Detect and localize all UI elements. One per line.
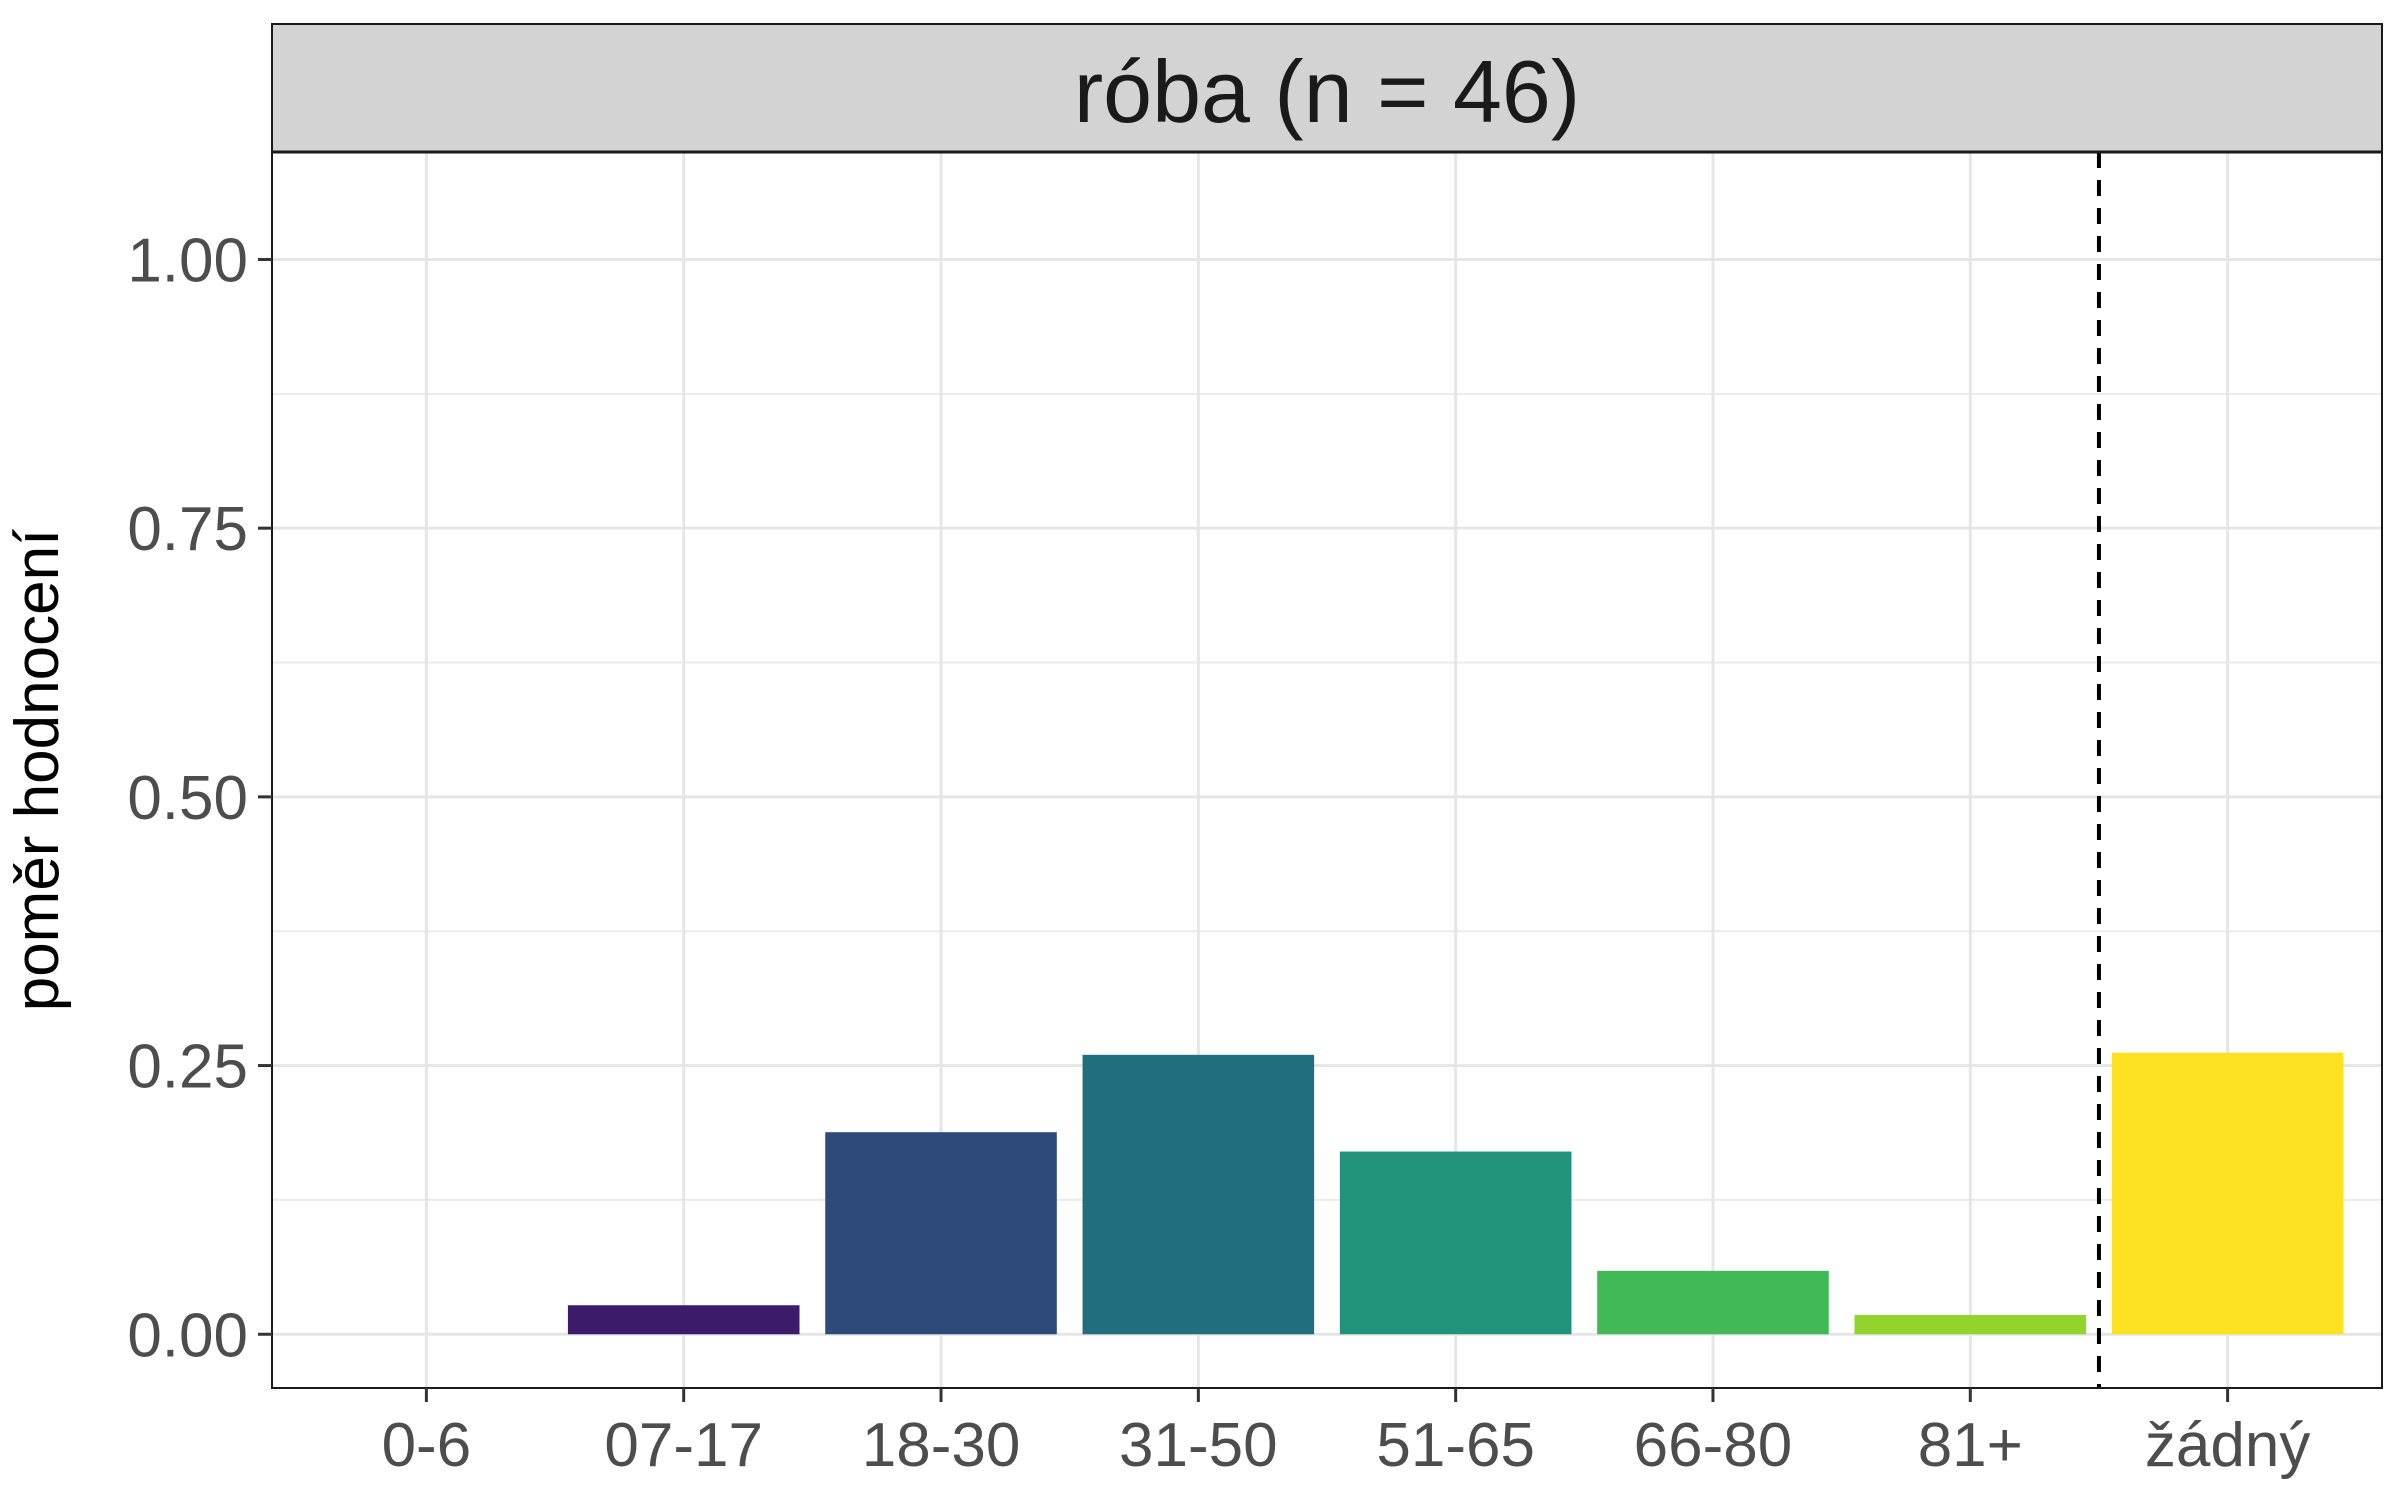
bar-18-30: [825, 1132, 1057, 1335]
x-axis: 0-6 07-17 18-30 31-50 51-65 66-80 81+ žádný: [382, 1388, 2310, 1480]
y-axis-title: poměr hodnocení: [3, 529, 72, 1012]
x-tick-label: 31-50: [1119, 1411, 1278, 1480]
bar-žádný: [2111, 1052, 2344, 1335]
y-tick-label: 0.25: [127, 1033, 248, 1102]
y-tick-label: 1.00: [127, 226, 248, 295]
x-tick-label: 07-17: [604, 1411, 763, 1480]
facet-label: róba (n = 46): [1074, 42, 1580, 141]
bar-31-50: [1082, 1054, 1315, 1335]
x-tick-label: 0-6: [382, 1411, 472, 1480]
minor-gridlines: [272, 392, 2382, 1201]
bar-81+: [1854, 1314, 2087, 1335]
x-tick-label: 81+: [1918, 1411, 2023, 1480]
y-tick-label: 0.75: [127, 495, 248, 564]
x-tick-label: 51-65: [1376, 1411, 1535, 1480]
bar-07-17: [567, 1305, 800, 1335]
facet-strip: [271, 23, 2383, 153]
x-tick-label: 66-80: [1634, 1411, 1793, 1480]
y-tick-label: 0.00: [127, 1301, 248, 1370]
bar-51-65: [1339, 1151, 1572, 1335]
y-axis: 0.00 0.25 0.50 0.75 1.00: [127, 226, 272, 1370]
y-tick-label: 0.50: [127, 764, 248, 833]
bars: [567, 1052, 2344, 1335]
bar-66-80: [1597, 1270, 1829, 1335]
plot-panel: [272, 152, 2382, 1388]
x-tick-label: žádný: [2145, 1411, 2310, 1480]
x-tick-label: 18-30: [862, 1411, 1021, 1480]
major-gridlines: [272, 152, 2382, 1388]
